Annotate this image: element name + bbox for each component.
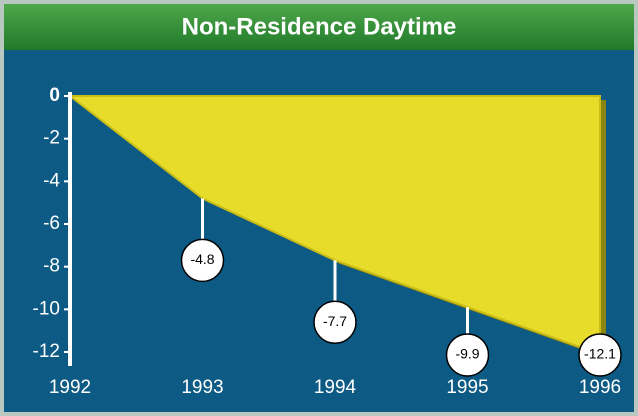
chart-title: Non-Residence Daytime <box>182 13 457 40</box>
value-label: -12.1 <box>584 346 616 362</box>
value-label: -9.9 <box>455 346 479 362</box>
y-tick-label: -12 <box>33 341 60 362</box>
x-tick-label: 1995 <box>446 377 488 398</box>
y-tick-label: -4 <box>43 170 60 191</box>
value-label: -4.8 <box>190 251 214 267</box>
title-bar <box>4 4 634 50</box>
label-bubble <box>313 300 357 345</box>
x-tick-label: 1996 <box>579 377 621 398</box>
y-tick-label: -2 <box>43 128 60 149</box>
y-tick-label: -10 <box>33 298 60 319</box>
x-tick-label: 1992 <box>49 377 91 398</box>
label-bubble <box>578 333 622 377</box>
x-tick-label: 1993 <box>181 377 223 398</box>
y-tick-label: -8 <box>43 256 60 277</box>
label-bubble <box>180 238 225 283</box>
value-label: -7.7 <box>323 313 347 329</box>
y-tick-label: -6 <box>43 213 60 234</box>
label-bubble <box>445 333 490 377</box>
y-tick-label: 0 <box>49 85 60 106</box>
x-tick-label: 1994 <box>314 377 357 398</box>
